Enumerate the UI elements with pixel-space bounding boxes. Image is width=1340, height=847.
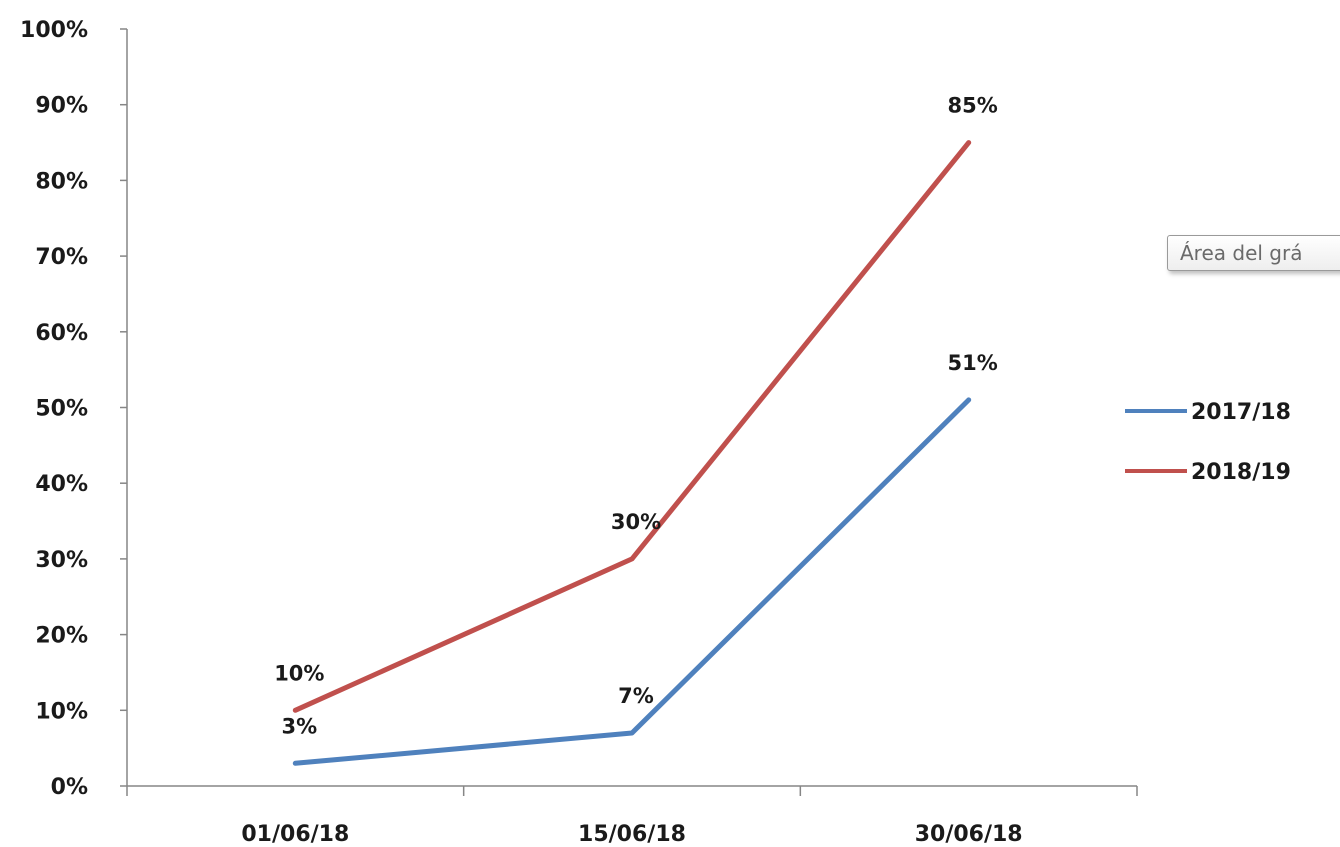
y-tick-label: 10%	[35, 699, 88, 724]
chart-series	[292, 140, 972, 766]
legend-entry: 2018/19	[1191, 460, 1291, 485]
data-labels: 3% 7% 51% 10% 30% 85%	[274, 94, 998, 739]
y-tick-label: 90%	[35, 94, 88, 119]
data-label: 85%	[948, 94, 998, 118]
x-tick-label: 30/06/18	[915, 822, 1023, 847]
y-tick-label: 50%	[35, 397, 88, 422]
y-tick-label: 20%	[35, 624, 88, 649]
series-line-1[interactable]	[292, 397, 972, 766]
series-line-2[interactable]	[292, 140, 972, 713]
data-label: 7%	[618, 684, 654, 708]
data-label: 51%	[948, 351, 998, 375]
x-axis-ticks: 01/06/18 15/06/18 30/06/18	[126, 786, 1138, 847]
chart-legend[interactable]: 2017/18 2018/19	[1125, 400, 1291, 485]
y-tick-label: 0%	[51, 775, 88, 800]
data-label: 10%	[274, 661, 324, 685]
y-tick-label: 60%	[35, 321, 88, 346]
y-axis-ticks: 0% 10% 20% 30% 40% 50% 60% 70% 80% 90% 100%	[20, 18, 127, 800]
x-tick-label: 15/06/18	[578, 822, 686, 847]
y-tick-label: 80%	[35, 169, 88, 194]
y-tick-label: 70%	[35, 245, 88, 270]
y-tick-label: 100%	[20, 18, 88, 43]
legend-entry: 2017/18	[1191, 400, 1291, 425]
x-tick-label: 01/06/18	[241, 822, 349, 847]
y-tick-label: 30%	[35, 548, 88, 573]
y-tick-label: 40%	[35, 472, 88, 497]
data-label: 3%	[282, 714, 318, 738]
chart-area-tooltip: Área del grá	[1167, 235, 1340, 271]
data-label: 30%	[611, 510, 661, 534]
